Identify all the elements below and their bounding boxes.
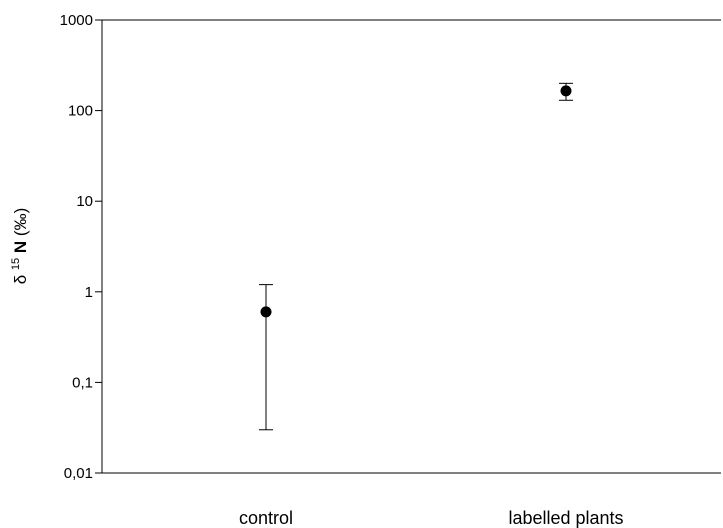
y-ticks: 0,01 0,1 1 10 100 1000: [60, 12, 102, 482]
data-marks: [259, 82, 573, 431]
y-tick-label-3: 10: [76, 193, 93, 210]
data-point-1: [560, 85, 572, 97]
y-tick-label-1: 0,1: [72, 374, 93, 391]
plot-area: [101, 19, 721, 474]
y-tick-label-0: 0,01: [64, 465, 93, 482]
y-axis-label-element: N: [11, 241, 30, 253]
y-axis-label-delta: δ: [11, 275, 30, 284]
y-tick-label-5: 1000: [60, 12, 93, 29]
x-category-label-0: control: [239, 508, 293, 528]
y-tick-label-2: 1: [85, 284, 93, 301]
y-axis-label-unit: (‰): [11, 208, 30, 236]
y-tick-label-4: 100: [68, 103, 93, 120]
y-axis-label-superscript: 15: [10, 258, 22, 270]
data-point-0: [260, 306, 272, 318]
x-category-label-1: labelled plants: [508, 508, 623, 528]
category-labels: control labelled plants: [239, 508, 624, 528]
y-axis-label: δ 15 N (‰): [4, 208, 30, 285]
